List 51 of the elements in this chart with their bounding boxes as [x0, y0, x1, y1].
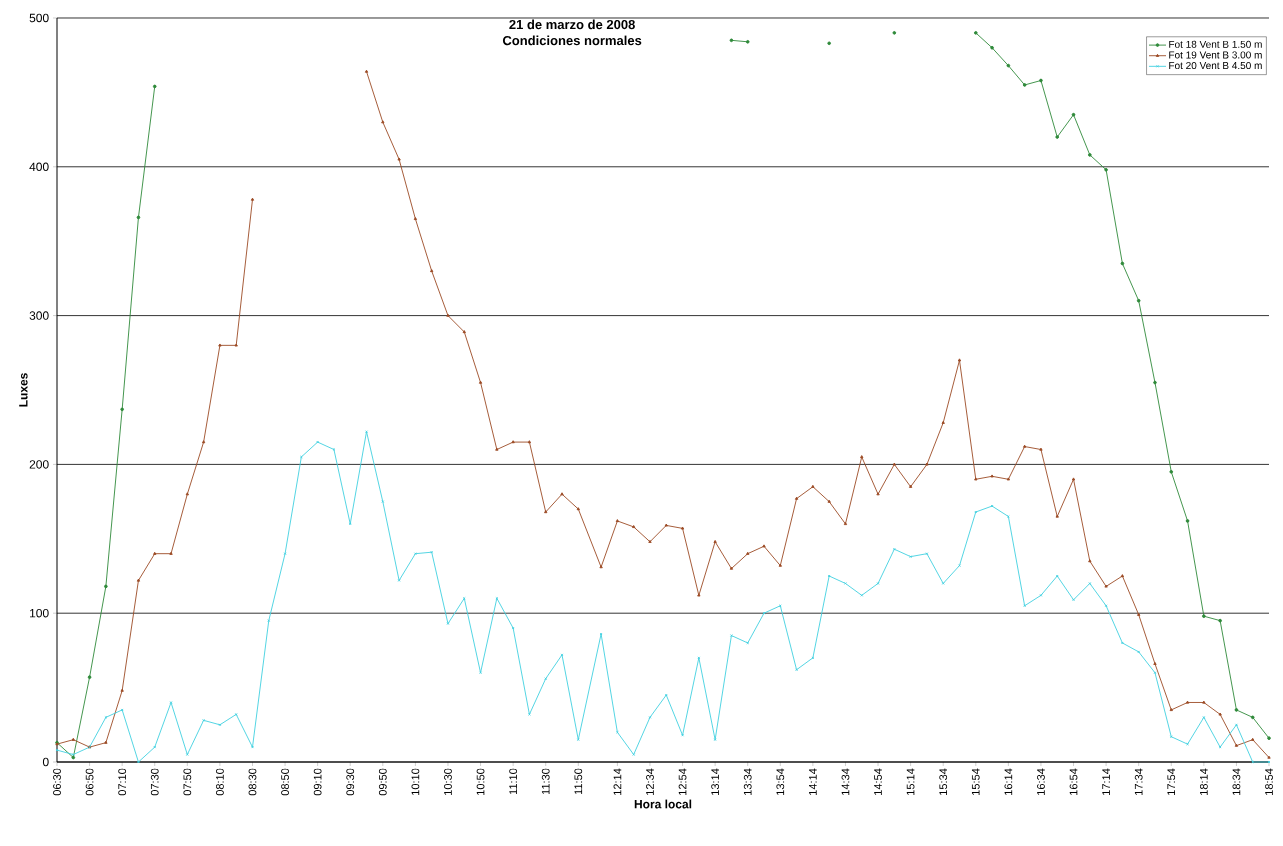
x-tick-label: 15:34	[939, 768, 948, 795]
x-tick-label: 08:10	[216, 768, 224, 796]
x-tick-label: 07:50	[183, 768, 192, 796]
x-tick-label: 11:50	[574, 768, 583, 795]
legend-label: Fot 20 Vent B 4.50 m	[1169, 62, 1262, 70]
text: Condiciones normales	[502, 35, 642, 46]
x-tick-label: 13:54	[776, 768, 785, 795]
x-tick-label: 13:14	[711, 768, 720, 795]
x-tick-label: 16:34	[1037, 768, 1045, 795]
y-tick-label: 300	[29, 311, 49, 320]
x-tick-label: 09:50	[378, 768, 387, 796]
y-tick-label: 0	[42, 757, 49, 767]
x-tick-label: 08:30	[248, 768, 257, 796]
x-tick-label: 06:50	[85, 768, 94, 796]
x-tick-label: 18:54	[1265, 768, 1273, 795]
x-tick-label: 12:34	[646, 768, 654, 795]
x-tick-label: 18:34	[1232, 768, 1241, 795]
x-tick-label: 06:30	[53, 768, 61, 796]
x-tick-label: 16:14	[1004, 768, 1013, 795]
x-tick-label: 10:30	[444, 768, 452, 795]
x-tick-label: 09:30	[346, 768, 355, 796]
x-tick-label: 17:14	[1102, 768, 1110, 795]
y-tick-label: 400	[29, 162, 49, 172]
x-tick-label: 14:34	[841, 768, 850, 795]
x-tick-label: 12:54	[678, 768, 687, 795]
x-tick-label: 14:54	[874, 768, 882, 795]
x-tick-label: 18:14	[1199, 768, 1208, 795]
x-tick-label: 15:14	[906, 768, 915, 795]
x-tick-label: 16:54	[1069, 768, 1078, 795]
x-tick-label: 14:14	[809, 768, 817, 795]
x-tick-label: 17:54	[1167, 768, 1176, 795]
x-tick-label: 13:34	[743, 768, 752, 795]
x-tick-label: 11:10	[509, 768, 518, 795]
x-tick-label: 09:10	[313, 768, 322, 796]
x-tick-label: 17:34	[1134, 768, 1143, 795]
x-axis-title: Hora local	[634, 799, 692, 809]
x-tick-label: 10:50	[476, 768, 485, 795]
chart-title: 21 de marzo de 2008	[509, 19, 635, 30]
legend-label: Fot 19 Vent B 3.00 m	[1169, 51, 1262, 59]
x-tick-label: 12:14	[613, 768, 622, 795]
x-tick-label: 10:10	[411, 768, 420, 795]
legend-label: Fot 18 Vent B 1.50 m	[1169, 40, 1262, 48]
y-tick-label: 100	[30, 608, 49, 618]
x-tick-label: 15:54	[971, 768, 980, 795]
x-tick-label: 11:30	[541, 768, 550, 795]
x-tick-label: 08:50	[281, 768, 289, 796]
x-tick-label: 07:30	[150, 768, 159, 796]
y-tick-label: 500	[29, 13, 49, 23]
x-tick-label: 07:10	[118, 768, 127, 796]
y-tick-label: 200	[29, 460, 49, 469]
y-axis-title: Luxes	[19, 373, 28, 407]
